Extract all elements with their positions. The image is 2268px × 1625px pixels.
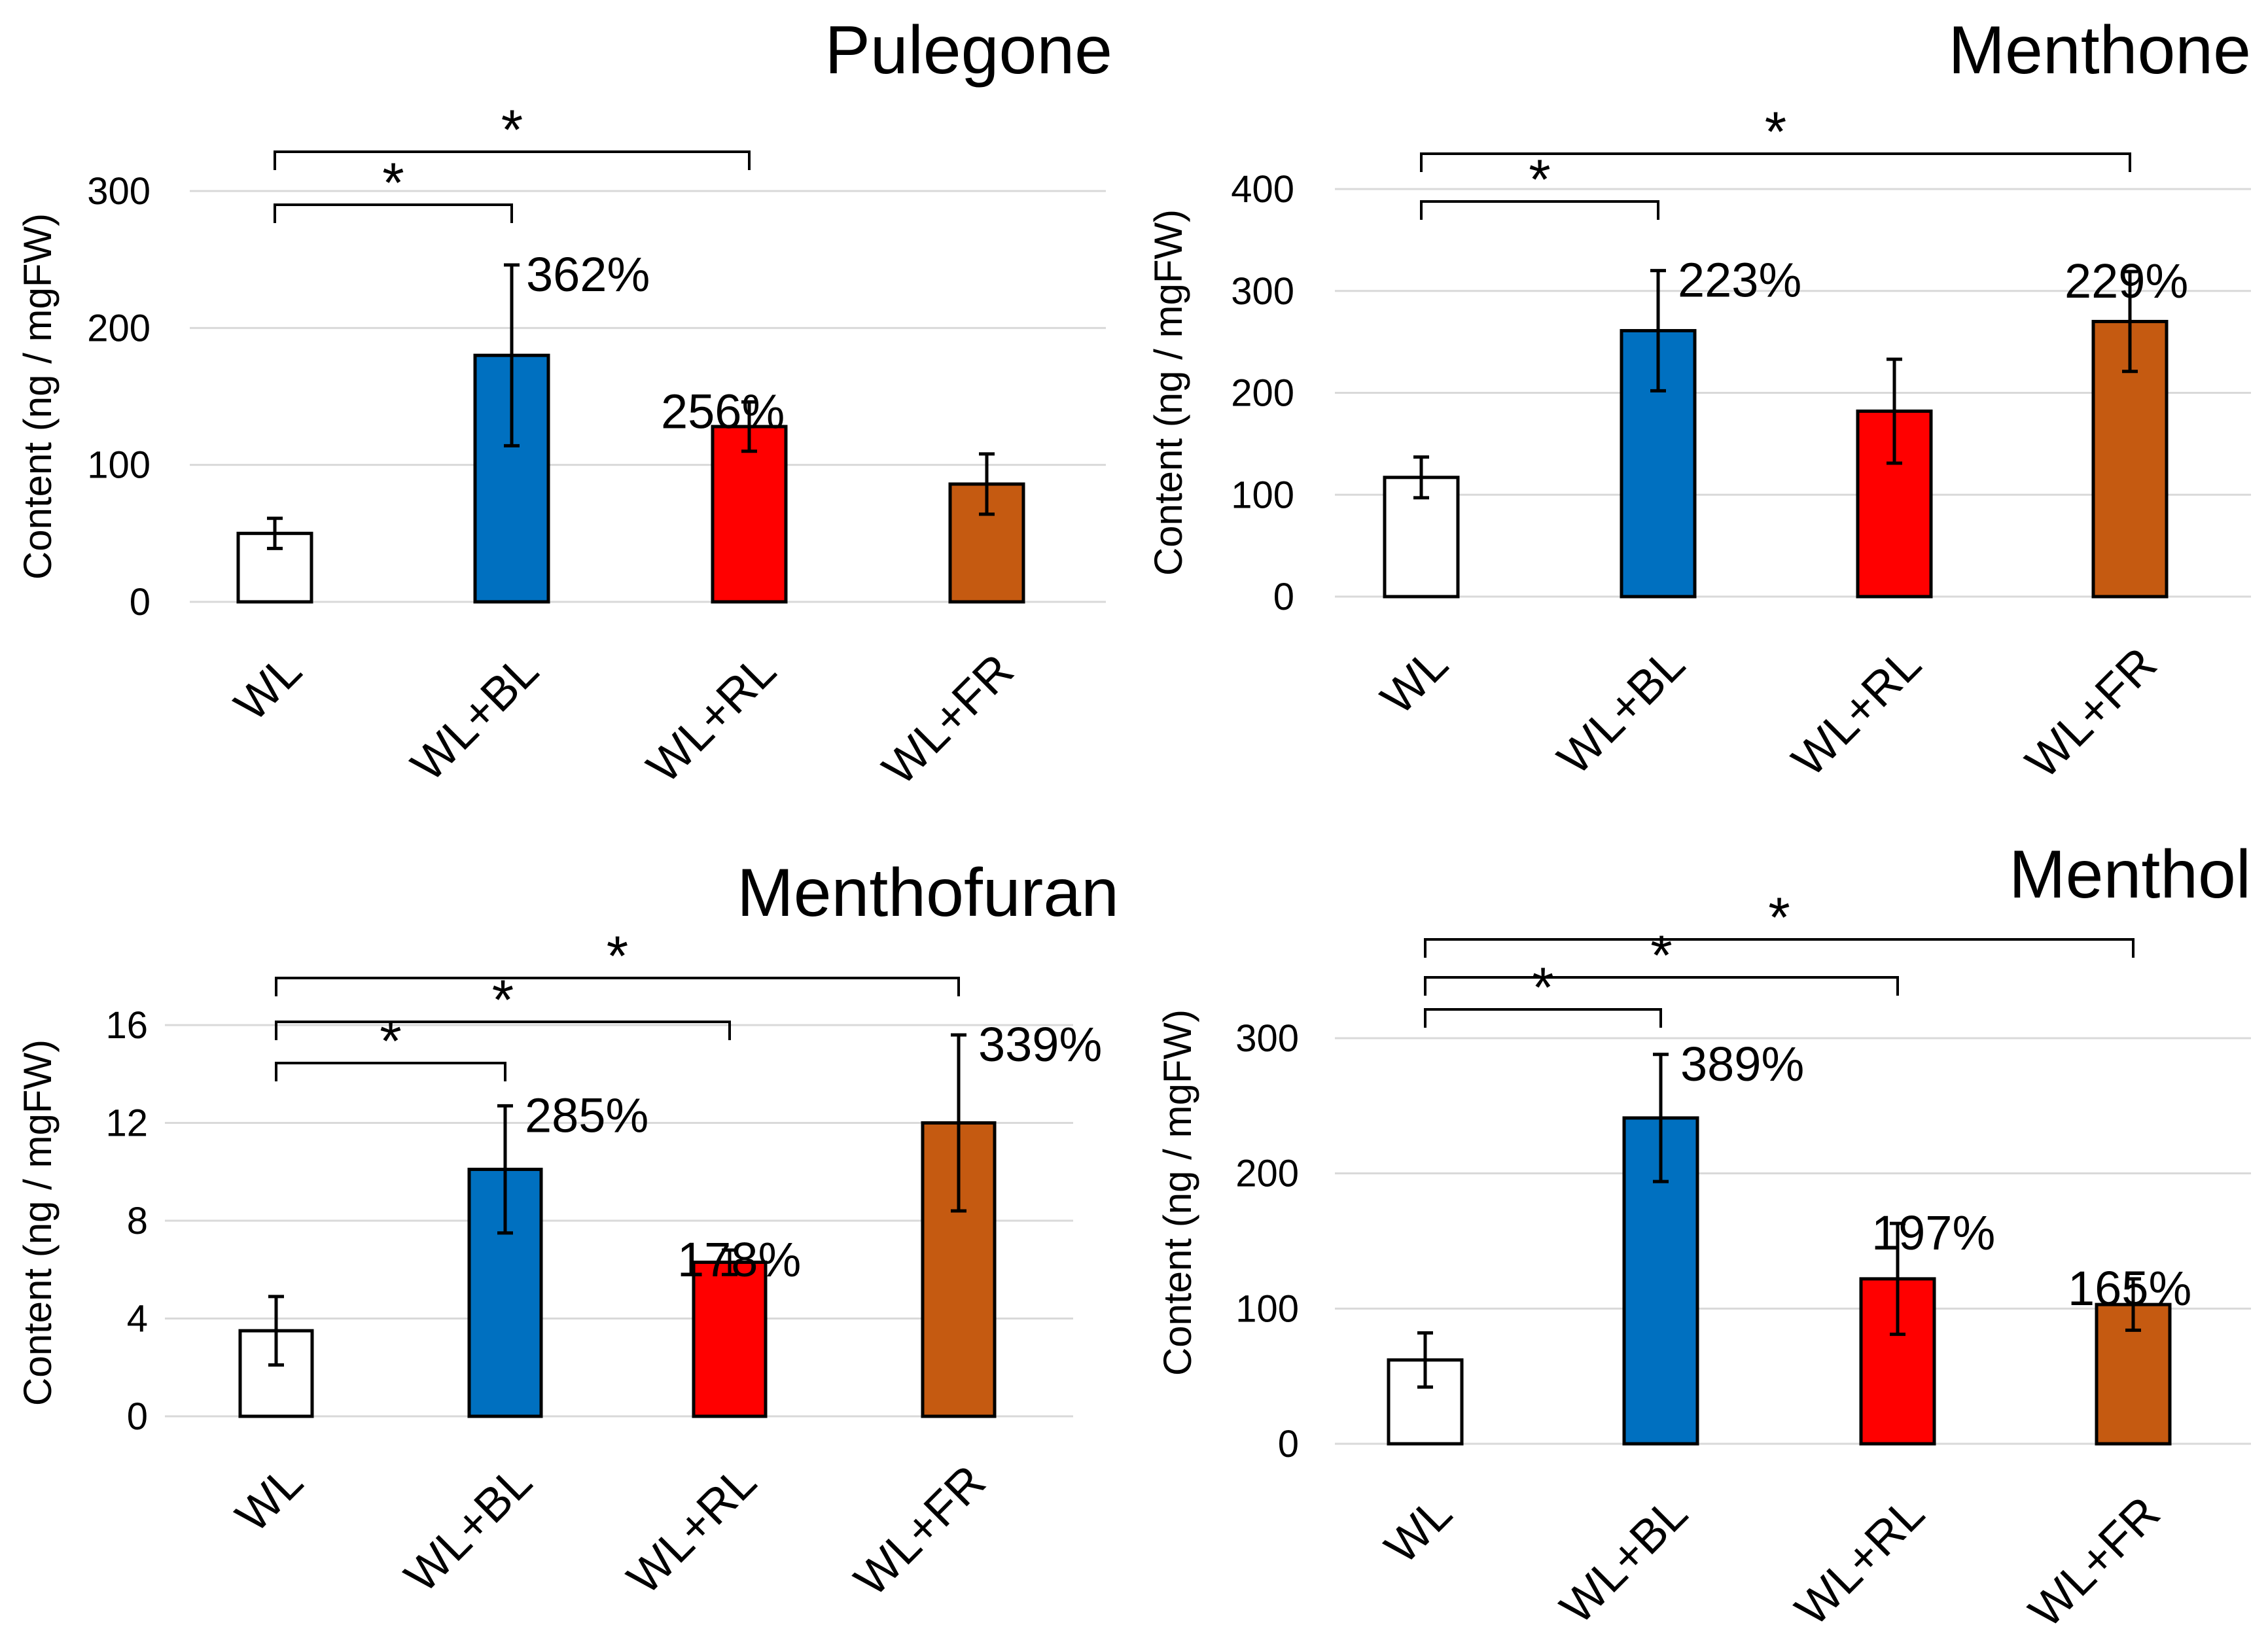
significance-star: * xyxy=(1768,886,1790,949)
significance-bracket xyxy=(1424,938,2135,958)
percent-label: 256% xyxy=(661,384,785,438)
percent-label: 197% xyxy=(1871,1206,1995,1260)
percent-label: 223% xyxy=(1678,253,1801,307)
significance-star: * xyxy=(607,925,628,988)
x-tick-label: WL xyxy=(226,1456,313,1543)
chart-title: Pulegone xyxy=(824,12,1112,88)
y-tick-label: 300 xyxy=(87,170,151,213)
significance-bracket xyxy=(1420,200,1659,220)
y-tick-label: 200 xyxy=(1231,372,1294,415)
x-tick-label: WL+RL xyxy=(1782,638,1932,787)
x-tick-label: WL xyxy=(224,644,311,731)
bar-wl-rl xyxy=(711,425,788,604)
x-tick-label: WL+RL xyxy=(1786,1487,1935,1625)
chart-menthol: Menthol Content (ng / mgFW) 0 100 200 300 WL WL… xyxy=(1156,837,2251,1625)
significance-bracket xyxy=(1424,976,1899,996)
y-tick-label: 0 xyxy=(1273,576,1294,618)
y-tick-label: 12 xyxy=(105,1102,148,1145)
y-tick-label: 100 xyxy=(1231,474,1294,516)
y-axis-label: Content (ng / mgFW) xyxy=(1146,209,1190,576)
x-tick-label: WL xyxy=(1371,638,1458,725)
significance-bracket xyxy=(275,1021,731,1040)
y-tick-label: 100 xyxy=(87,444,151,487)
y-tick-label: 200 xyxy=(1235,1153,1299,1195)
chart-menthofuran: Menthofuran Content (ng / mgFW) 0 4 8 12 16 WL W… xyxy=(16,855,1119,1606)
y-tick-label: 300 xyxy=(1231,270,1294,313)
significance-bracket xyxy=(1420,152,2131,172)
significance-bracket xyxy=(274,203,513,223)
y-tick-label: 200 xyxy=(87,307,151,349)
percent-label: 178% xyxy=(677,1232,801,1287)
percent-label: 389% xyxy=(1680,1037,1804,1091)
x-tick-label: WL xyxy=(1375,1487,1462,1574)
x-tick-label: WL+FR xyxy=(2019,1487,2171,1625)
chart-title: Menthofuran xyxy=(737,855,1119,931)
y-tick-label: 0 xyxy=(130,581,151,623)
x-tick-label: WL+BL xyxy=(1548,638,1695,785)
y-tick-label: 0 xyxy=(1278,1423,1299,1465)
y-tick-label: 300 xyxy=(1235,1017,1299,1060)
percent-label: 165% xyxy=(2068,1261,2191,1316)
significance-star: * xyxy=(382,152,404,215)
significance-bracket xyxy=(274,150,751,170)
significance-bracket xyxy=(1424,1008,1662,1028)
y-tick-label: 400 xyxy=(1231,168,1294,211)
significance-star: * xyxy=(380,1010,401,1073)
chart-title: Menthone xyxy=(1948,12,2251,88)
bar-wl-rl xyxy=(692,1261,768,1418)
x-tick-label: WL+RL xyxy=(637,644,787,794)
percent-label: 229% xyxy=(2064,254,2188,308)
significance-star: * xyxy=(1529,149,1550,211)
y-axis-label: Content (ng / mgFW) xyxy=(1156,1009,1199,1376)
y-tick-label: 0 xyxy=(127,1395,148,1438)
y-tick-label: 100 xyxy=(1235,1287,1299,1330)
x-tick-label: WL+FR xyxy=(845,1456,996,1607)
chart-pulegone: Pulegone Content (ng / mgFW) 0 100 200 300 WL W… xyxy=(16,12,1112,795)
x-tick-label: WL+BL xyxy=(401,644,548,792)
significance-bracket xyxy=(275,977,960,996)
significance-star: * xyxy=(1650,924,1672,987)
significance-star: * xyxy=(1532,956,1553,1019)
x-tick-label: WL+RL xyxy=(618,1456,767,1605)
x-tick-label: WL+FR xyxy=(873,644,1024,795)
y-axis-label: Content (ng / mgFW) xyxy=(16,213,60,580)
y-tick-label: 8 xyxy=(127,1200,148,1242)
chart-title: Menthol xyxy=(2009,837,2251,913)
x-tick-label: WL+BL xyxy=(395,1456,542,1603)
percent-label: 362% xyxy=(526,247,650,302)
significance-star: * xyxy=(501,99,523,162)
x-tick-label: WL+BL xyxy=(1550,1487,1697,1625)
significance-bracket xyxy=(275,1062,506,1081)
x-tick-label: WL+FR xyxy=(2016,638,2167,789)
y-axis-label: Content (ng / mgFW) xyxy=(16,1040,60,1406)
significance-star: * xyxy=(1765,101,1786,164)
y-tick-label: 16 xyxy=(105,1004,148,1047)
chart-menthone: Menthone Content (ng / mgFW) 0 100 200 300 400… xyxy=(1146,12,2251,788)
y-tick-label: 4 xyxy=(127,1298,148,1340)
percent-label: 285% xyxy=(525,1088,648,1142)
percent-label: 339% xyxy=(978,1017,1102,1072)
